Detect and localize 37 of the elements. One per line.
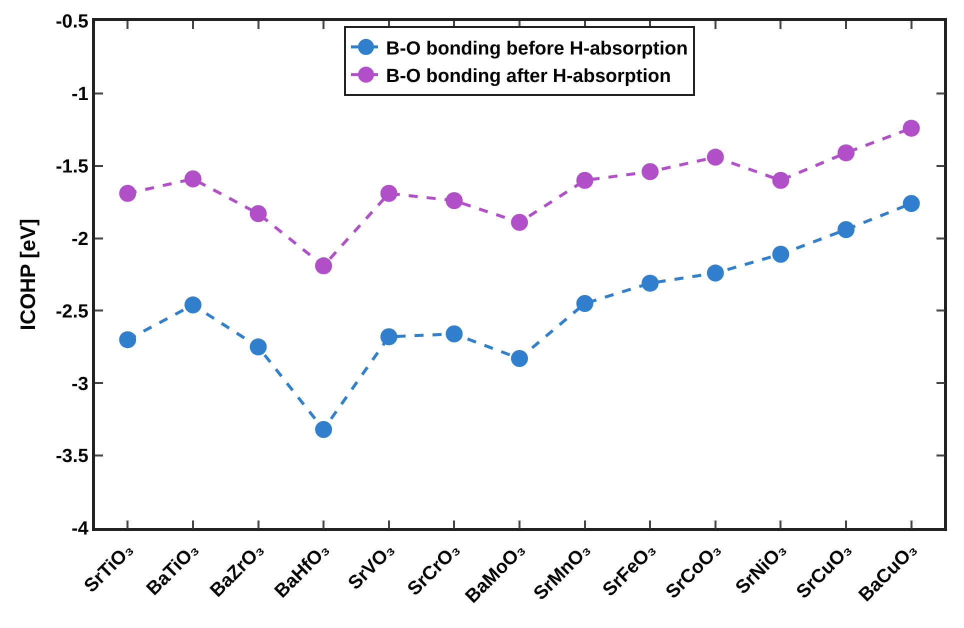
point <box>315 257 332 274</box>
point <box>511 214 528 231</box>
y-tick-label: -1.5 <box>56 156 89 178</box>
point <box>315 421 332 438</box>
y-tick-label: -4 <box>72 518 89 540</box>
point <box>184 296 202 314</box>
point <box>119 331 136 348</box>
y-tick-label: -1 <box>72 84 89 106</box>
point <box>706 148 724 166</box>
point <box>250 338 267 356</box>
point <box>446 192 463 210</box>
point <box>576 172 594 189</box>
point <box>380 184 398 202</box>
point <box>902 195 920 212</box>
point <box>511 350 528 368</box>
y-tick-label: -0.5 <box>56 12 89 33</box>
point <box>642 163 659 180</box>
legend-label: B-O bonding before H-absorption <box>386 38 688 60</box>
point <box>184 170 202 188</box>
y-tick-label: -3 <box>72 374 88 395</box>
y-tick-label: -2 <box>72 228 88 250</box>
point <box>706 264 724 282</box>
point <box>119 184 136 202</box>
point <box>446 325 463 342</box>
point <box>772 172 790 189</box>
point <box>576 294 594 312</box>
point <box>380 328 398 346</box>
point <box>838 144 855 162</box>
point <box>250 205 267 222</box>
legend-label: B-O bonding after H-absorption <box>386 66 671 88</box>
y-axis-title: ICOHP [eV] <box>16 218 40 330</box>
point <box>838 221 855 238</box>
point <box>642 274 659 292</box>
y-tick-label: -3.5 <box>56 446 89 468</box>
point <box>902 120 920 137</box>
y-tick-label: -2.5 <box>56 301 89 322</box>
point <box>772 246 790 263</box>
